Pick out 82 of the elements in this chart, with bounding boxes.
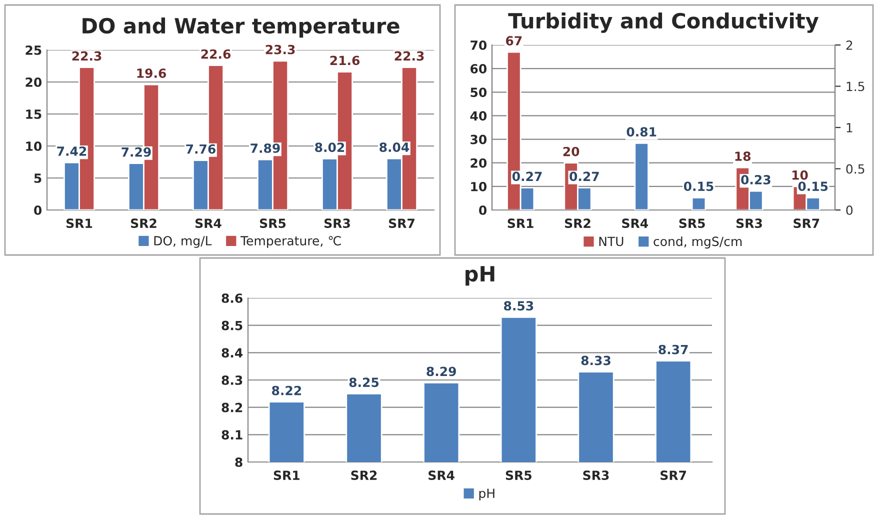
data-label: 19.6 (137, 68, 166, 78)
data-label: 0.81 (626, 127, 656, 137)
y-tick-label: 8.6 (222, 293, 242, 303)
data-label: 8.02 (315, 142, 344, 152)
y-tick-label: 5 (34, 174, 42, 183)
x-tick-label: SR3 (583, 470, 609, 480)
x-tick-label: SR2 (130, 218, 156, 228)
data-label: 0.15 (684, 182, 714, 192)
y-tick-label: 8.3 (222, 375, 242, 385)
y-tick-label: 50 (470, 88, 487, 98)
data-label: 10 (792, 170, 808, 180)
legend-label: NTU (599, 236, 624, 246)
y2-tick-label: 1 (846, 123, 852, 132)
x-tick-label: SR2 (351, 470, 377, 480)
y-tick-label: 70 (470, 40, 487, 50)
data-label: 0.15 (798, 182, 828, 192)
x-tick-label: SR5 (260, 218, 286, 228)
y-tick-label: 0 (479, 205, 487, 215)
bar (691, 196, 706, 210)
x-tick-label: SR7 (388, 218, 414, 228)
x-tick-label: SR3 (736, 218, 762, 228)
y2-tick-label: 1.5 (846, 82, 864, 92)
x-tick-label: SR1 (508, 218, 534, 228)
data-label: 8.22 (272, 386, 301, 396)
y-tick-label: 10 (471, 182, 487, 192)
data-label: 0.27 (570, 172, 599, 182)
y-tick-label: 15 (26, 110, 42, 119)
y2-tick-label: 2 (846, 40, 852, 50)
data-label: 67 (506, 36, 522, 46)
data-label: 23.3 (266, 44, 295, 54)
data-label: 7.42 (57, 146, 86, 156)
chart-title: Turbidity and Conductivity (508, 12, 819, 33)
data-label: 8.04 (380, 142, 410, 152)
data-label: 8.37 (658, 344, 688, 354)
data-label: 7.29 (122, 147, 151, 157)
y2-tick-label: 0.5 (846, 164, 864, 174)
y-tick-label: 8.5 (222, 320, 242, 330)
y-tick-label: 60 (470, 64, 487, 74)
data-label: 7.76 (186, 144, 216, 154)
chart-title: pH (466, 266, 494, 286)
chart-title: DO and Water temperature (82, 18, 400, 38)
data-label: 7.89 (250, 143, 280, 153)
legend-label: Temperature, ℃ (240, 236, 341, 248)
x-tick-label: SR2 (564, 218, 590, 228)
data-label: 8.25 (349, 378, 379, 388)
legend-label: DO, mg/L (154, 236, 212, 248)
legend-label: pH (479, 488, 494, 500)
data-label: 8.33 (581, 356, 610, 366)
y-tick-label: 30 (470, 134, 487, 144)
x-tick-label: SR5 (679, 218, 705, 228)
x-tick-label: SR4 (622, 218, 648, 228)
data-label: 18 (735, 152, 751, 161)
x-tick-label: SR4 (195, 218, 222, 228)
y-tick-label: 20 (470, 158, 487, 168)
data-label: 20 (563, 146, 580, 156)
y-tick-label: 8 (235, 457, 242, 467)
data-label: 8.29 (426, 366, 456, 376)
x-tick-label: SR1 (274, 470, 300, 480)
y2-tick-label: 0 (846, 205, 853, 215)
y-tick-label: 10 (26, 141, 42, 151)
y-tick-label: 0 (34, 205, 42, 215)
x-tick-label: SR5 (506, 470, 532, 480)
x-tick-label: SR4 (428, 470, 454, 480)
data-label: 22.3 (394, 51, 424, 61)
y-tick-label: 8.2 (222, 402, 242, 412)
bar (634, 142, 649, 210)
legend-label: cond, mgS/cm (654, 236, 742, 249)
data-label: 21.6 (330, 56, 360, 66)
x-tick-label: SR7 (660, 470, 686, 480)
data-label: 22.3 (72, 51, 102, 61)
y-tick-label: 20 (26, 77, 42, 87)
data-label: 0.27 (512, 172, 542, 182)
y-tick-label: 40 (470, 111, 487, 121)
data-label: 22.6 (201, 49, 231, 59)
data-label: 8.53 (504, 301, 534, 311)
data-label: 0.23 (741, 174, 770, 184)
y-tick-label: 8.1 (222, 430, 242, 440)
y-tick-label: 8.4 (222, 348, 243, 358)
x-tick-label: SR7 (794, 218, 820, 228)
x-tick-label: SR1 (66, 218, 92, 228)
y-tick-label: 25 (26, 45, 42, 55)
x-tick-label: SR3 (324, 218, 350, 228)
